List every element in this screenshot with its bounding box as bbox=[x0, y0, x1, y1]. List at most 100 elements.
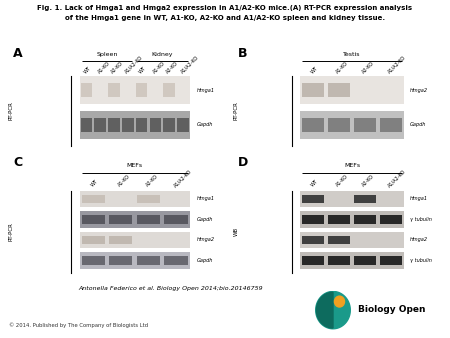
Bar bbox=[328, 83, 350, 97]
Text: of the Hmga1 gene in WT, A1-KO, A2-KO and A1/A2-KO spleen and kidney tissue.: of the Hmga1 gene in WT, A1-KO, A2-KO an… bbox=[65, 15, 385, 21]
Text: Hmga1: Hmga1 bbox=[196, 196, 214, 201]
Bar bbox=[354, 118, 376, 132]
Text: B: B bbox=[238, 47, 248, 60]
Text: © 2014. Published by The Company of Biologists Ltd: © 2014. Published by The Company of Biol… bbox=[9, 323, 148, 329]
Text: A2-KO: A2-KO bbox=[361, 60, 376, 74]
Bar bbox=[300, 76, 404, 104]
Text: A1-KO: A1-KO bbox=[97, 60, 111, 74]
Bar bbox=[80, 191, 190, 207]
Text: Gapdh: Gapdh bbox=[410, 122, 426, 127]
Text: D: D bbox=[238, 156, 248, 169]
Bar bbox=[80, 232, 190, 248]
Bar bbox=[300, 211, 404, 227]
Text: Gapdh: Gapdh bbox=[196, 258, 213, 263]
Bar bbox=[149, 118, 161, 132]
Text: Kidney: Kidney bbox=[152, 52, 173, 57]
Bar bbox=[136, 118, 147, 132]
Bar bbox=[302, 118, 324, 132]
Text: A2-KO: A2-KO bbox=[166, 60, 180, 74]
Polygon shape bbox=[316, 292, 333, 328]
Bar bbox=[302, 215, 324, 223]
Bar bbox=[82, 257, 105, 265]
Text: γ tubulin: γ tubulin bbox=[410, 258, 432, 263]
Bar bbox=[328, 257, 350, 265]
Text: Gapdh: Gapdh bbox=[196, 122, 213, 127]
Bar bbox=[136, 83, 147, 97]
Bar bbox=[122, 118, 134, 132]
Bar bbox=[354, 215, 376, 223]
Text: WT: WT bbox=[310, 65, 319, 74]
Text: RT-PCR: RT-PCR bbox=[9, 101, 13, 120]
Text: A1-KO: A1-KO bbox=[336, 60, 350, 74]
Bar bbox=[164, 215, 188, 223]
Bar bbox=[354, 195, 376, 203]
Bar bbox=[137, 195, 160, 203]
Bar bbox=[302, 83, 324, 97]
Bar bbox=[80, 211, 190, 227]
Text: Hmga2: Hmga2 bbox=[410, 88, 428, 93]
Text: WB: WB bbox=[234, 227, 239, 236]
Bar bbox=[380, 257, 402, 265]
Text: A1/A2-KO: A1/A2-KO bbox=[172, 168, 193, 188]
Text: MEFs: MEFs bbox=[344, 163, 360, 168]
Bar bbox=[164, 257, 188, 265]
Bar bbox=[354, 257, 376, 265]
Text: RT-PCR: RT-PCR bbox=[234, 101, 239, 120]
Text: A1/A2-KO: A1/A2-KO bbox=[180, 54, 199, 74]
Text: Antonella Federico et al. Biology Open 2014;bio.20146759: Antonella Federico et al. Biology Open 2… bbox=[79, 286, 263, 291]
Bar bbox=[82, 215, 105, 223]
Text: Gapdh: Gapdh bbox=[196, 217, 213, 222]
Text: Hmga1: Hmga1 bbox=[410, 196, 428, 201]
Bar bbox=[300, 191, 404, 207]
Text: WT: WT bbox=[310, 179, 319, 188]
Bar bbox=[163, 83, 175, 97]
Bar bbox=[163, 118, 175, 132]
Text: A: A bbox=[14, 47, 23, 60]
Text: Hmga1: Hmga1 bbox=[196, 88, 214, 93]
Bar bbox=[94, 118, 106, 132]
Bar bbox=[137, 215, 160, 223]
Text: MEFs: MEFs bbox=[126, 163, 143, 168]
Text: A1-KO: A1-KO bbox=[336, 174, 350, 188]
Bar bbox=[81, 118, 92, 132]
Text: A1/A2-KO: A1/A2-KO bbox=[387, 54, 407, 74]
Bar bbox=[300, 252, 404, 269]
Bar bbox=[80, 111, 190, 139]
Text: C: C bbox=[14, 156, 22, 169]
Text: WT: WT bbox=[83, 65, 92, 74]
Bar bbox=[81, 83, 92, 97]
Text: A2-KO: A2-KO bbox=[111, 60, 125, 74]
Polygon shape bbox=[316, 291, 350, 329]
Text: Hmga2: Hmga2 bbox=[410, 238, 428, 242]
Text: A1-KO: A1-KO bbox=[152, 60, 166, 74]
Bar bbox=[328, 215, 350, 223]
Bar bbox=[80, 76, 190, 104]
Bar bbox=[302, 257, 324, 265]
Text: WT: WT bbox=[90, 179, 99, 188]
Text: A1/A2-KO: A1/A2-KO bbox=[387, 168, 407, 188]
Text: γ tubulin: γ tubulin bbox=[410, 217, 432, 222]
Bar bbox=[300, 232, 404, 248]
Bar bbox=[80, 252, 190, 269]
Text: A1-KO: A1-KO bbox=[117, 174, 131, 188]
Bar bbox=[108, 118, 120, 132]
Text: Spleen: Spleen bbox=[96, 52, 118, 57]
Text: RT-PCR: RT-PCR bbox=[9, 222, 13, 241]
Bar bbox=[302, 195, 324, 203]
Bar bbox=[108, 83, 120, 97]
Bar bbox=[109, 215, 132, 223]
Bar bbox=[328, 236, 350, 244]
Bar bbox=[109, 257, 132, 265]
Bar bbox=[82, 195, 105, 203]
Text: WT: WT bbox=[138, 65, 147, 74]
Text: Fig. 1. Lack of Hmga1 and Hmga2 expression in A1/A2-KO mice.(A) RT-PCR expressio: Fig. 1. Lack of Hmga1 and Hmga2 expressi… bbox=[37, 5, 413, 11]
Text: Hmga2: Hmga2 bbox=[196, 238, 214, 242]
Circle shape bbox=[334, 296, 345, 307]
Bar bbox=[82, 236, 105, 244]
Bar bbox=[300, 111, 404, 139]
Bar bbox=[328, 118, 350, 132]
Bar bbox=[380, 215, 402, 223]
Text: Testis: Testis bbox=[343, 52, 361, 57]
Text: A2-KO: A2-KO bbox=[145, 174, 159, 188]
Bar bbox=[137, 257, 160, 265]
